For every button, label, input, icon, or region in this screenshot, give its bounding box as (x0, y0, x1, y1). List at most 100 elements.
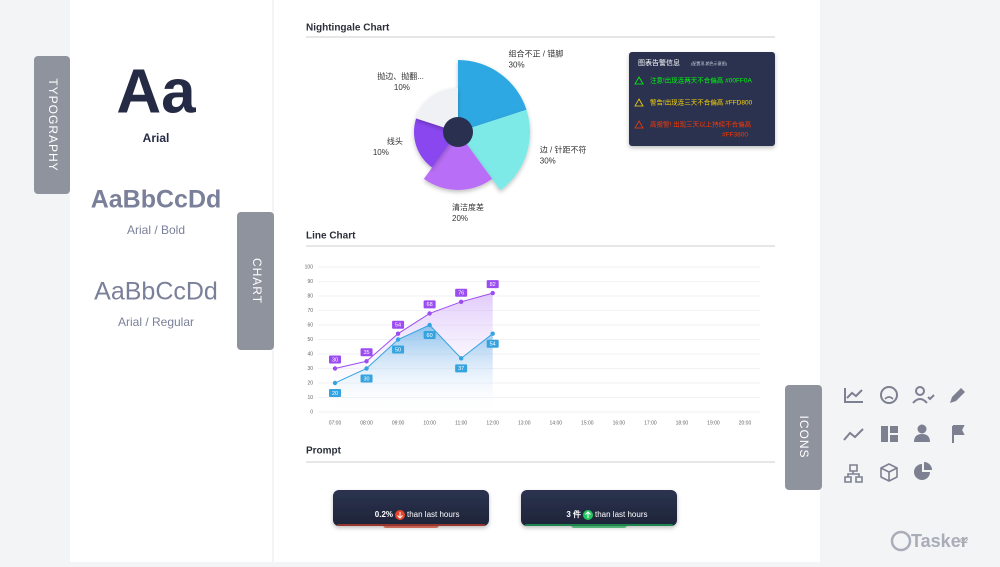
y-tick-label: 0 (310, 409, 313, 415)
slice-label: 清洁度差 (452, 202, 484, 212)
x-tick-label: 19:00 (707, 420, 720, 426)
slice-label: 边 / 针距不符 (540, 145, 587, 155)
data-label-bg (329, 355, 341, 364)
alert-title: 图表告警信息 (638, 58, 680, 67)
data-label: 37 (458, 366, 464, 372)
rose-slice (458, 60, 527, 132)
series-line (334, 324, 493, 384)
y-tick-label: 90 (307, 279, 313, 285)
slice-label: 线头 (387, 136, 403, 146)
rose-slice (423, 132, 493, 191)
slice-value: 10% (394, 83, 410, 92)
section-title: Line Chart (306, 231, 356, 242)
icon (952, 425, 965, 443)
icon (912, 394, 935, 404)
tab-label[interactable]: TYPOGRAPHY (46, 78, 60, 171)
data-label: 54 (395, 322, 401, 328)
data-label-bg (360, 348, 373, 357)
prompt-text: than last hours (407, 510, 459, 519)
slice-value: 30% (509, 61, 525, 70)
alert-subtitle: (配置项-颜色示意图) (691, 60, 728, 66)
data-label: 20 (332, 391, 338, 397)
point (395, 331, 401, 336)
y-tick-label: 70 (307, 308, 313, 314)
data-label-bg (455, 288, 468, 297)
x-tick-label: 13:00 (518, 420, 531, 426)
x-tick-label: 20:00 (739, 420, 752, 426)
x-tick-label: 10:00 (423, 420, 436, 426)
x-tick-label: 16:00 (613, 420, 626, 426)
data-label: 30 (332, 357, 338, 363)
series-line (334, 292, 493, 369)
point (332, 366, 338, 371)
icon (950, 388, 965, 403)
x-tick-label: 14:00 (550, 420, 563, 426)
prompt-value: 3 件 (566, 509, 581, 519)
alert-text: 注意!出现连两天不合偏高 #00FF0A (650, 76, 753, 85)
data-label: 35 (363, 350, 369, 356)
y-tick-label: 80 (307, 293, 313, 299)
tab-label[interactable]: CHART (250, 258, 264, 304)
brand-logo (890, 530, 912, 552)
icon (917, 424, 927, 434)
page-number: 02 (960, 538, 968, 545)
section-title: Prompt (306, 446, 342, 457)
sample-regular: AaBbCcDd (94, 278, 218, 306)
data-label-bg (455, 364, 468, 373)
tab[interactable] (34, 56, 70, 194)
trend-arrow (585, 511, 591, 518)
slice-value: 10% (373, 148, 389, 157)
icon (881, 426, 888, 442)
font-name: Arial (143, 131, 170, 145)
point (458, 299, 464, 304)
data-label-bg (360, 374, 373, 383)
data-label-bg (392, 345, 405, 354)
x-tick-label: 18:00 (676, 420, 689, 426)
icon (915, 386, 925, 396)
icon (884, 396, 894, 400)
data-label: 76 (458, 291, 464, 297)
icon (914, 434, 930, 442)
point (490, 290, 495, 296)
icon (890, 435, 898, 442)
point (458, 356, 464, 361)
bold-label: Arial / Bold (127, 223, 185, 237)
alert-box (629, 52, 775, 146)
alert-text: 高报警! 出现三天以上持续不合偏高 (650, 120, 752, 129)
data-label: 60 (427, 333, 433, 339)
tab[interactable] (785, 385, 822, 490)
x-tick-label: 07:00 (329, 420, 342, 426)
tab-label[interactable]: ICONS (797, 415, 811, 458)
point (364, 366, 369, 371)
rose-slice (458, 109, 530, 191)
data-label-bg (423, 331, 436, 339)
trend-arrow (397, 512, 403, 519)
data-label: 50 (395, 347, 401, 353)
section-title: Nightingale Chart (306, 23, 390, 34)
slice-value: 20% (452, 214, 468, 223)
prompt-card (521, 490, 677, 526)
x-tick-label: 12:00 (486, 420, 499, 426)
warning-icon (634, 120, 644, 129)
warning-icon (634, 76, 644, 85)
tab[interactable] (237, 212, 274, 350)
y-tick-label: 60 (307, 322, 313, 328)
data-label-bg (486, 280, 499, 289)
data-label-bg (423, 300, 436, 309)
x-tick-label: 17:00 (644, 420, 657, 426)
slice-label: 组合不正 / 错脚 (509, 49, 564, 59)
rose-center (443, 117, 473, 147)
icon (844, 464, 863, 483)
point (364, 359, 369, 364)
icon-grid (843, 386, 965, 483)
prompt-text: than last hours (595, 510, 647, 519)
point (490, 331, 495, 336)
point (332, 380, 338, 386)
data-label: 54 (490, 341, 496, 347)
x-tick-label: 11:00 (455, 420, 467, 426)
icon (924, 462, 932, 470)
x-tick-label: 15:00 (581, 420, 594, 426)
slice-value: 30% (540, 157, 556, 166)
sample-large: Aa (116, 57, 196, 126)
